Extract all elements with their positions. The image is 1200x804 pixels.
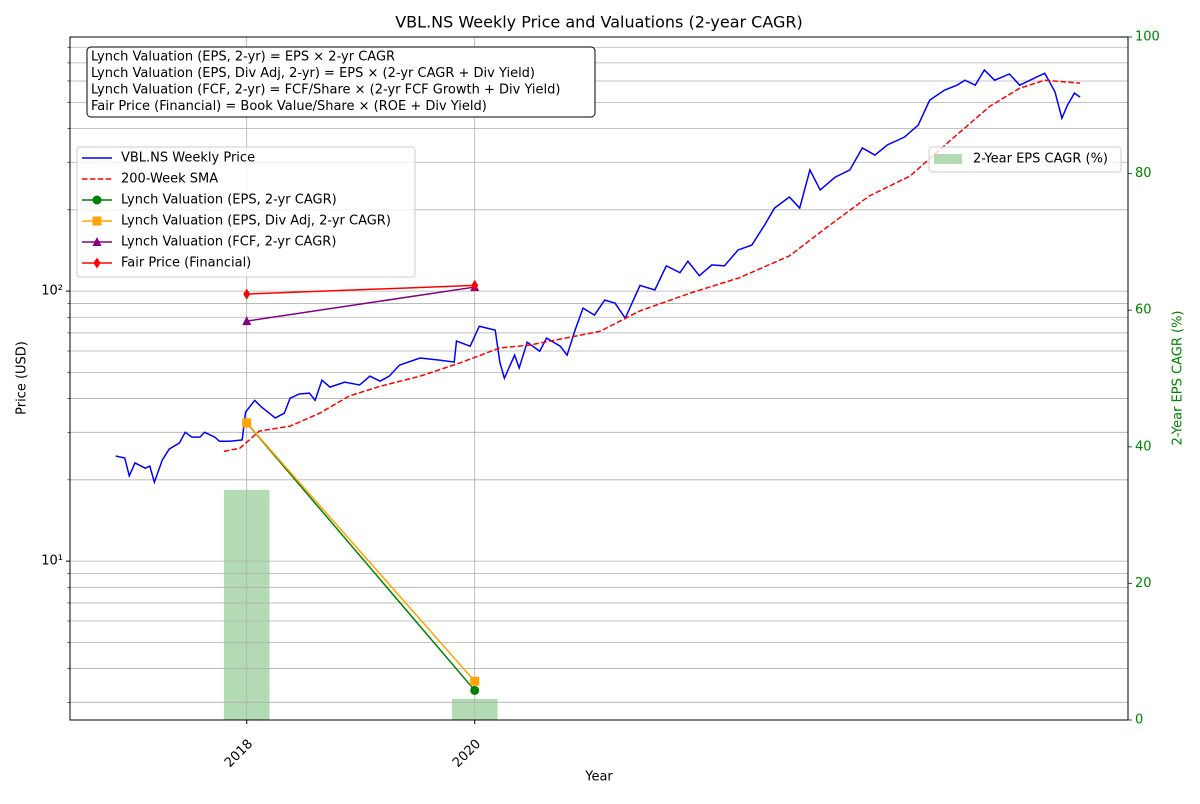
y2-tick-label: 60 (1135, 303, 1152, 318)
chart-title: VBL.NS Weekly Price and Valuations (2-ye… (395, 13, 803, 32)
legend-label: 2-Year EPS CAGR (%) (973, 152, 1108, 167)
legend-item: Fair Price (Financial) (82, 256, 251, 271)
y2-tick-label: 20 (1135, 576, 1152, 591)
annotation-line: Lynch Valuation (EPS, 2-yr) = EPS × 2-yr… (91, 50, 395, 65)
annotation-line: Lynch Valuation (EPS, Div Adj, 2-yr) = E… (91, 66, 535, 81)
legend-label: Fair Price (Financial) (121, 256, 251, 271)
y-tick-label: 10¹ (41, 554, 63, 569)
legend-item: Lynch Valuation (EPS, Div Adj, 2-yr CAGR… (82, 214, 391, 229)
marker (242, 316, 252, 326)
marker (471, 279, 479, 291)
legend-item: Lynch Valuation (EPS, 2-yr CAGR) (82, 193, 337, 208)
y-axis-label: Price (USD) (15, 341, 30, 415)
annotation-line: Lynch Valuation (FCF, 2-yr) = FCF/Share … (91, 83, 560, 98)
marker (92, 195, 102, 205)
marker (470, 676, 480, 686)
y2-tick-label: 40 (1135, 439, 1152, 454)
series-line (246, 422, 476, 682)
series-line (223, 79, 1081, 453)
legend-label: Lynch Valuation (EPS, Div Adj, 2-yr CAGR… (121, 214, 391, 229)
marker (93, 257, 101, 269)
legend-item: 200-Week SMA (82, 172, 218, 187)
y2-tick-label: 0 (1135, 713, 1143, 728)
marker (92, 237, 102, 246)
y2-tick-label: 80 (1135, 166, 1152, 181)
marker (243, 288, 251, 300)
series-line (246, 286, 475, 322)
annotation-box (86, 46, 596, 118)
annotation-line: Fair Price (Financial) = Book Value/Shar… (91, 99, 487, 114)
marker (470, 685, 480, 695)
marker (242, 418, 252, 428)
y2-axis-label: 2-Year EPS CAGR (%) (1171, 311, 1186, 446)
plot-frame (69, 36, 1129, 721)
legend-label: Lynch Valuation (EPS, 2-yr CAGR) (121, 193, 337, 208)
series-line (246, 422, 476, 691)
marker (92, 216, 102, 226)
y-tick-label: 10² (41, 284, 63, 299)
series-line (246, 284, 475, 295)
legend-box (928, 146, 1122, 173)
legend-label: Lynch Valuation (FCF, 2-yr CAGR) (121, 235, 336, 250)
legend-item: VBL.NS Weekly Price (82, 151, 255, 166)
legend-box (76, 146, 416, 278)
legend-swatch (934, 154, 962, 164)
x-axis-label: Year (584, 770, 613, 785)
y2-tick-label: 100 (1135, 30, 1160, 45)
legend-label: 200-Week SMA (121, 172, 218, 187)
legend-label: VBL.NS Weekly Price (121, 151, 255, 166)
series-line (115, 68, 1081, 485)
legend-item: Lynch Valuation (FCF, 2-yr CAGR) (82, 235, 336, 250)
